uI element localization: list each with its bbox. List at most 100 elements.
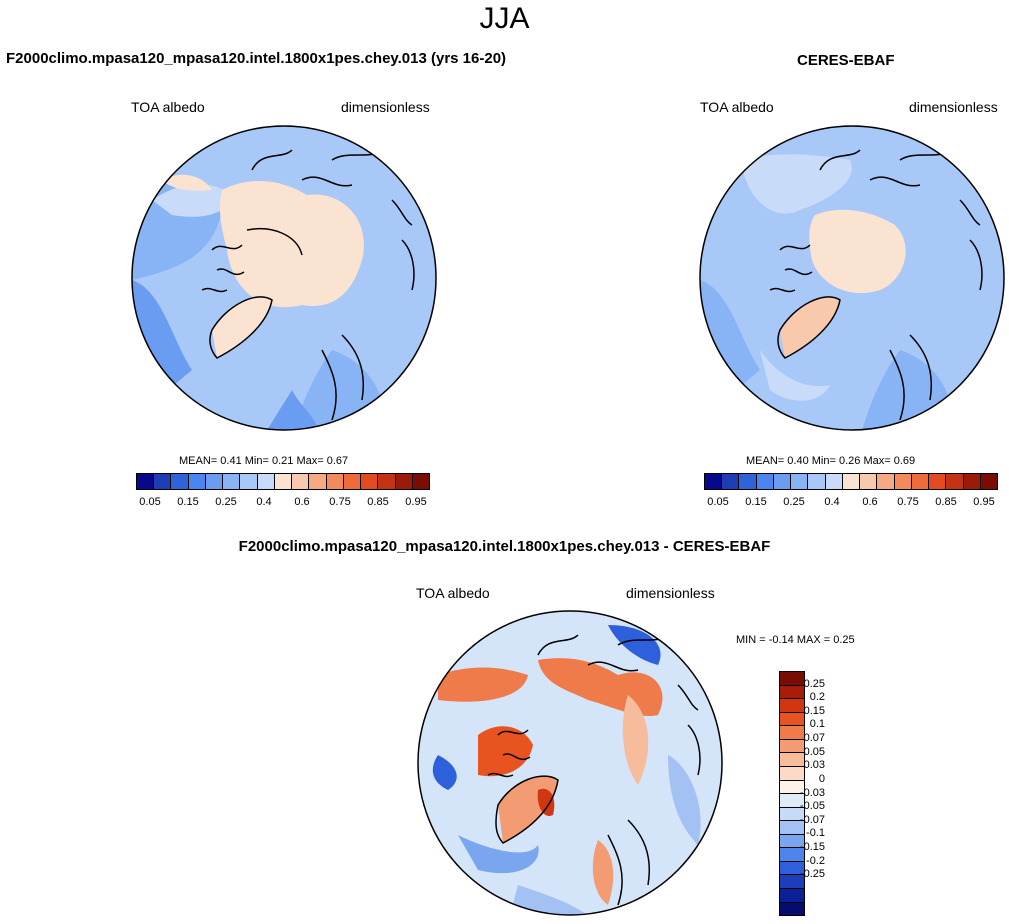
colorbar-swatch: [877, 474, 895, 489]
colorbar-swatch: [780, 794, 804, 808]
left-stats: MEAN= 0.41 Min= 0.21 Max= 0.67: [179, 455, 348, 467]
diff-max-value: 0.25: [833, 634, 855, 646]
colorbar-swatch: [780, 726, 804, 740]
colorbar-tick-label: 0.95: [405, 496, 427, 508]
colorbar-swatch: [894, 474, 912, 489]
colorbar-tick-label: 0.95: [973, 496, 995, 508]
left-max-label: Max=: [296, 455, 324, 467]
colorbar-swatch: [343, 474, 362, 489]
colorbar-swatch: [780, 848, 804, 862]
colorbar-tick-label: -0.05: [799, 800, 825, 813]
colorbar-swatch: [395, 474, 413, 489]
left-panel-title: F2000climo.mpasa120_mpasa120.intel.1800x…: [6, 50, 507, 67]
colorbar-tick-label: 0.6: [862, 496, 878, 508]
right-min-value: 0.26: [838, 455, 861, 467]
left-max-value: 0.67: [326, 455, 349, 467]
colorbar-tick-label: -0.25: [799, 868, 825, 881]
colorbar-swatch: [722, 474, 740, 489]
diff-variable-label: TOA albedo: [416, 585, 490, 601]
colorbar-tick-label: 0.25: [783, 496, 805, 508]
diff-min-label: MIN =: [736, 634, 766, 646]
colorbar-tick-label: 0.05: [139, 496, 161, 508]
colorbar-tick-label: 0.03: [803, 759, 825, 772]
colorbar-tick-label: 0.2: [809, 691, 825, 704]
colorbar-tick-label: 0.15: [803, 704, 825, 717]
colorbar-swatch: [171, 474, 189, 489]
right-units-label: dimensionless: [909, 99, 998, 115]
colorbar-swatch: [780, 685, 804, 700]
colorbar-swatch: [223, 474, 241, 489]
colorbar-tick-label: 0.75: [329, 496, 351, 508]
left-min-label: Min=: [244, 455, 269, 467]
colorbar-swatch: [780, 889, 804, 903]
colorbar-swatch: [378, 474, 396, 489]
colorbar-tick-label: 0.75: [897, 496, 919, 508]
diff-stats: MIN = -0.14 MAX = 0.25: [736, 634, 855, 646]
right-panel-title: CERES-EBAF: [797, 52, 895, 69]
colorbar-tick-label: 0.4: [824, 496, 840, 508]
colorbar-swatch: [780, 861, 804, 876]
colorbar-swatch: [188, 474, 206, 489]
colorbar-tick-label: 0.05: [707, 496, 729, 508]
colorbar-swatch: [412, 474, 429, 489]
colorbar-swatch: [825, 474, 843, 489]
colorbar-swatch: [963, 474, 981, 489]
left-min-value: 0.21: [271, 455, 294, 467]
colorbar-swatch: [780, 780, 804, 795]
right-min-label: Min=: [811, 455, 836, 467]
left-variable-label: TOA albedo: [131, 99, 205, 115]
colorbar-tick-label: -0.07: [799, 813, 825, 826]
colorbar-tick-label: 0.05: [803, 745, 825, 758]
colorbar-tick-label: 0: [818, 772, 825, 785]
left-polar-map: [131, 125, 437, 431]
figure-title: JJA: [479, 2, 530, 35]
diff-min-value: -0.14: [768, 634, 794, 646]
colorbar-tick-label: 0.85: [935, 496, 957, 508]
colorbar-swatch: [361, 474, 379, 489]
colorbar-swatch: [773, 474, 792, 489]
colorbar-tick-label: 0.6: [294, 496, 310, 508]
colorbar-swatch: [137, 474, 155, 489]
colorbar-swatch: [292, 474, 310, 489]
right-variable-label: TOA albedo: [700, 99, 774, 115]
right-colorbar: [704, 473, 998, 490]
colorbar-tick-label: 0.1: [809, 718, 825, 731]
colorbar-swatch: [860, 474, 878, 489]
right-mean-label: MEAN=: [746, 455, 785, 467]
left-mean-label: MEAN=: [179, 455, 218, 467]
colorbar-swatch: [780, 875, 804, 889]
colorbar-tick-label: 0.25: [803, 677, 825, 690]
colorbar-swatch: [791, 474, 809, 489]
diff-panel-title: F2000climo.mpasa120_mpasa120.intel.1800x…: [238, 538, 771, 555]
colorbar-tick-label: -0.2: [806, 854, 825, 867]
right-polar-map: [699, 125, 1005, 431]
colorbar-swatch: [780, 902, 804, 916]
right-stats: MEAN= 0.40 Min= 0.26 Max= 0.69: [746, 455, 915, 467]
colorbar-swatch: [980, 474, 997, 489]
colorbar-swatch: [780, 766, 804, 781]
left-mean-value: 0.41: [220, 455, 242, 467]
colorbar-tick-label: 0.07: [803, 732, 825, 745]
colorbar-tick-label: -0.15: [799, 840, 825, 853]
colorbar-swatch: [780, 739, 804, 754]
diff-polar-map: [417, 610, 723, 916]
colorbar-swatch: [911, 474, 930, 489]
colorbar-swatch: [326, 474, 344, 489]
colorbar-swatch: [780, 712, 804, 727]
colorbar-swatch: [756, 474, 774, 489]
colorbar-swatch: [946, 474, 964, 489]
colorbar-tick-label: -0.1: [806, 827, 825, 840]
colorbar-swatch: [929, 474, 947, 489]
colorbar-swatch: [780, 753, 804, 767]
colorbar-swatch: [154, 474, 172, 489]
right-max-value: 0.69: [893, 455, 916, 467]
colorbar-swatch: [274, 474, 293, 489]
right-mean-value: 0.40: [787, 455, 809, 467]
colorbar-tick-label: 0.15: [745, 496, 767, 508]
right-max-label: Max=: [863, 455, 891, 467]
colorbar-tick-label: 0.4: [256, 496, 272, 508]
diff-units-label: dimensionless: [626, 585, 715, 601]
colorbar-swatch: [780, 672, 804, 686]
colorbar-tick-label: 0.85: [367, 496, 389, 508]
colorbar-swatch: [780, 807, 804, 822]
